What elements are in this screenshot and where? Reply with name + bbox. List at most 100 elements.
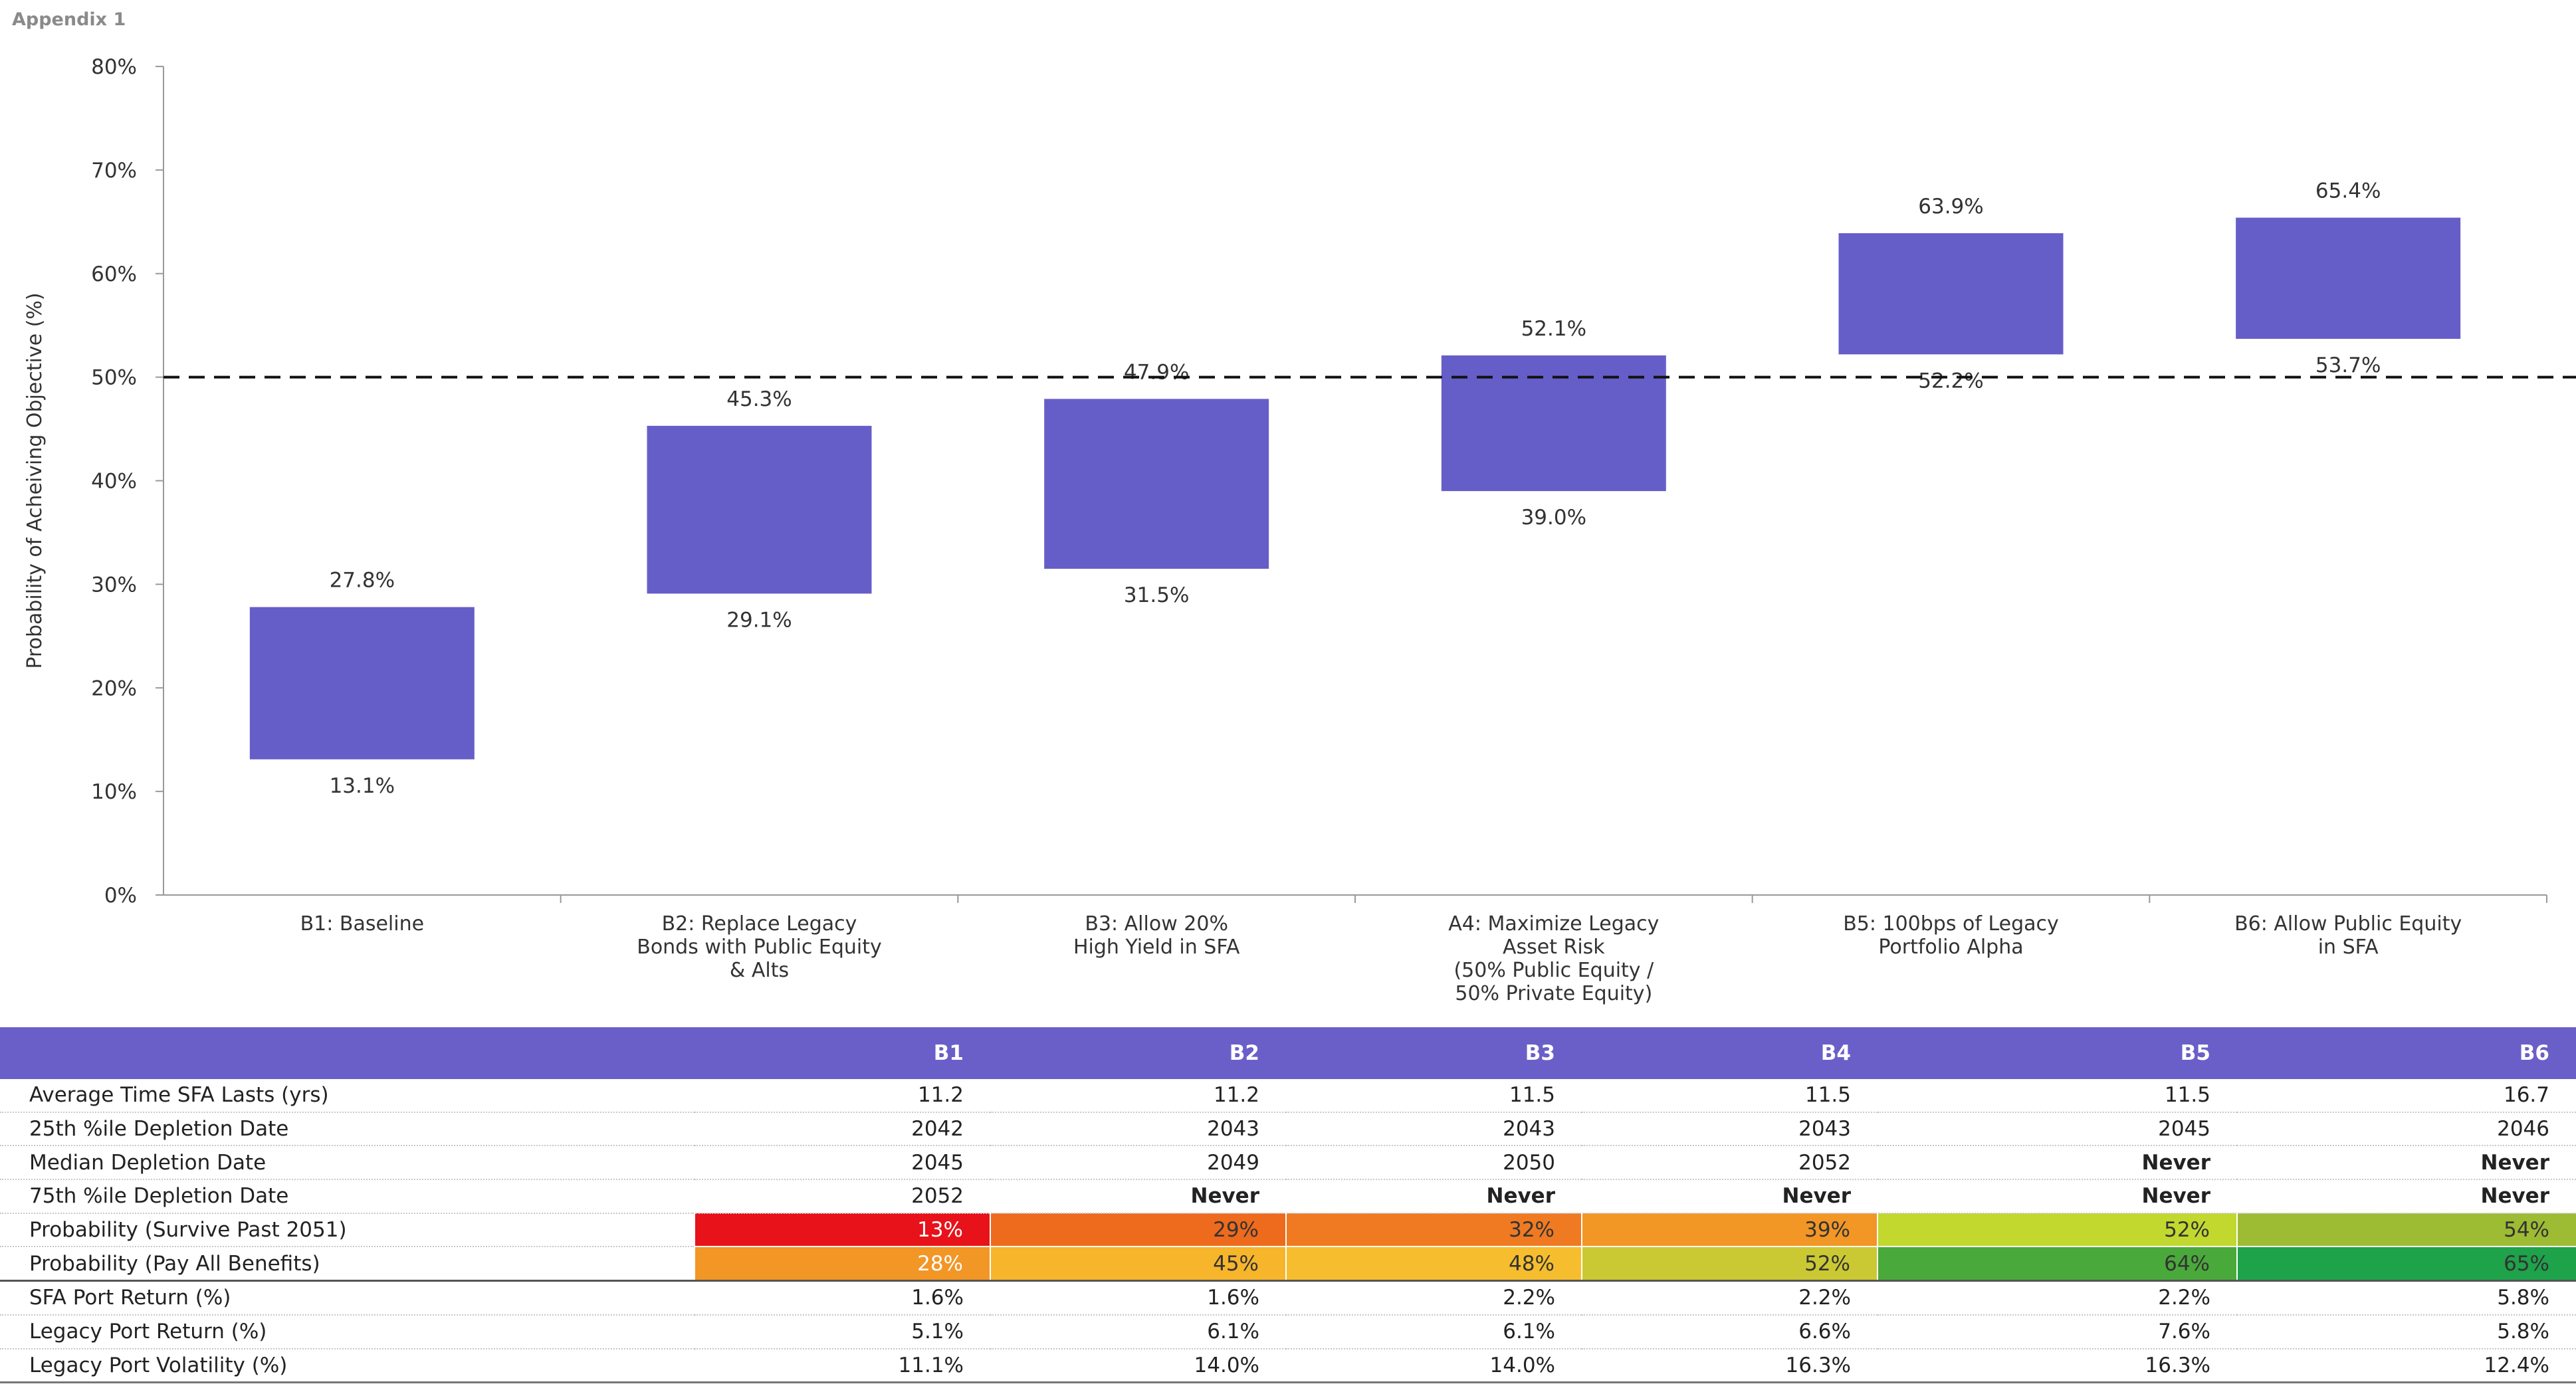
- row-label: Legacy Port Volatility (%): [0, 1348, 695, 1384]
- table-cell: 1.6%: [990, 1280, 1286, 1316]
- bar-low-label: 31.5%: [1124, 583, 1189, 607]
- table-cell: 11.2: [695, 1079, 990, 1113]
- table-cell: 6.1%: [1286, 1314, 1582, 1349]
- row-label: SFA Port Return (%): [0, 1280, 695, 1316]
- table-cell: 11.1%: [695, 1348, 990, 1384]
- table-cell: 11.2: [990, 1079, 1286, 1113]
- table-cell: 2.2%: [1582, 1280, 1878, 1316]
- table-cell: 52%: [1581, 1246, 1878, 1282]
- appendix-label: Appendix 1: [12, 9, 126, 30]
- bar: [249, 607, 475, 759]
- bar-low-label: 52.2%: [1918, 369, 1983, 393]
- row-label: Probability (Pay All Benefits): [0, 1246, 695, 1282]
- column-header: B4: [1582, 1027, 1878, 1079]
- table-cell: 2049: [990, 1146, 1286, 1181]
- bar: [2236, 217, 2461, 339]
- table-cell: 64%: [1877, 1246, 2237, 1282]
- table-row: Probability (Survive Past 2051) 13% 29% 32%…: [0, 1213, 2576, 1248]
- bar-high-label: 63.9%: [1918, 195, 1983, 219]
- column-header: B5: [1878, 1027, 2237, 1079]
- table-cell: 2.2%: [1286, 1280, 1582, 1316]
- x-category-label: B5: 100bps of Legacy Portfolio Alpha: [1843, 912, 2059, 959]
- table-cell: 2046: [2237, 1112, 2576, 1147]
- table-cell: 45%: [990, 1246, 1286, 1282]
- bar-high-label: 45.3%: [726, 387, 792, 411]
- table-cell: 28%: [694, 1246, 990, 1282]
- table-cell: 29%: [990, 1213, 1286, 1248]
- table-cell: 2043: [990, 1112, 1286, 1147]
- table-cell: Never: [1286, 1179, 1582, 1214]
- table-cell: 2045: [695, 1146, 990, 1181]
- table-cell: 2045: [1878, 1112, 2237, 1147]
- table-cell: 5.1%: [695, 1314, 990, 1349]
- y-tick-label: 30%: [91, 573, 137, 597]
- table-cell: Never: [1878, 1146, 2237, 1181]
- probability-chart: 0% 10% 20% 30% 40% 50% 60% 70% 80% Probability of…: [23, 55, 2576, 1005]
- table-row: Legacy Port Volatility (%) 11.1% 14.0% 14.0…: [0, 1348, 2576, 1384]
- table-cell: 1.6%: [695, 1280, 990, 1316]
- table-cell: 7.6%: [1878, 1314, 2237, 1349]
- bar: [1044, 399, 1269, 569]
- y-tick-label: 70%: [91, 159, 137, 183]
- row-label: Average Time SFA Lasts (yrs): [0, 1079, 695, 1113]
- table-cell: 2052: [1582, 1146, 1878, 1181]
- x-category-label: B2: Replace Legacy Bonds with Public Equi…: [637, 912, 882, 982]
- table-cell: 13%: [694, 1213, 990, 1248]
- column-header: B1: [695, 1027, 990, 1079]
- bar-high-label: 27.8%: [330, 569, 395, 593]
- table-cell: 14.0%: [990, 1348, 1286, 1384]
- column-header: B2: [990, 1027, 1286, 1079]
- table-row: 75th %ile Depletion Date 2052 Never Never Ne…: [0, 1179, 2576, 1214]
- table-cell: 32%: [1285, 1213, 1582, 1248]
- table-row: Median Depletion Date 2045 2049 2050 2052 Nev…: [0, 1146, 2576, 1181]
- table-cell: Never: [990, 1179, 1286, 1214]
- table-row: SFA Port Return (%) 1.6% 1.6% 2.2% 2.2% 2.2% 5…: [0, 1280, 2576, 1316]
- table-cell: 2043: [1582, 1112, 1878, 1147]
- y-axis-title: Probability of Acheiving Objective (%): [23, 292, 47, 668]
- table-row: Legacy Port Return (%) 5.1% 6.1% 6.1% 6.6% 7.…: [0, 1314, 2576, 1349]
- y-tick-label: 0%: [104, 884, 137, 908]
- bar-low-label: 53.7%: [2315, 353, 2381, 377]
- y-tick-label: 40%: [91, 470, 137, 494]
- table-cell: Never: [2237, 1179, 2576, 1214]
- bar-high-label: 65.4%: [2315, 179, 2381, 203]
- table-cell: 11.5: [1582, 1079, 1878, 1113]
- table-cell: 5.8%: [2237, 1280, 2576, 1316]
- table-cell: 2052: [695, 1179, 990, 1214]
- bar-low-label: 29.1%: [726, 608, 792, 632]
- table-cell: Never: [1582, 1179, 1878, 1214]
- table-header-row: B1 B2 B3 B4 B5 B6: [0, 1027, 2576, 1079]
- table-cell: 54%: [2236, 1213, 2576, 1248]
- column-header: B3: [1286, 1027, 1582, 1079]
- table-cell: 11.5: [1286, 1079, 1582, 1113]
- table-cell: 2042: [695, 1112, 990, 1147]
- row-label: 75th %ile Depletion Date: [0, 1179, 695, 1214]
- table-row: Average Time SFA Lasts (yrs) 11.2 11.2 11.5…: [0, 1079, 2576, 1113]
- table-cell: 2.2%: [1878, 1280, 2237, 1316]
- table-row: Probability (Pay All Benefits) 28% 45% 48% 5…: [0, 1246, 2576, 1282]
- column-header: B6: [2237, 1027, 2576, 1079]
- table-cell: 39%: [1581, 1213, 1878, 1248]
- table-cell: 16.3%: [1878, 1348, 2237, 1384]
- table-cell: 2043: [1286, 1112, 1582, 1147]
- table-row: 25th %ile Depletion Date 2042 2043 2043 2043…: [0, 1112, 2576, 1147]
- table-cell: 6.1%: [990, 1314, 1286, 1349]
- y-tick-label: 50%: [91, 366, 137, 390]
- x-category-label: A4: Maximize Legacy Asset Risk (50% Public…: [1448, 912, 1659, 1005]
- bar-high-label: 47.9%: [1124, 360, 1189, 384]
- y-tick-label: 10%: [91, 780, 137, 804]
- bar-low-label: 13.1%: [330, 774, 395, 798]
- scenario-table: B1 B2 B3 B4 B5 B6 Average Time SFA Lasts (yrs…: [0, 1027, 2576, 1384]
- bar-low-label: 39.0%: [1521, 506, 1586, 530]
- y-tick-label: 20%: [91, 676, 137, 700]
- table-cell: Never: [1878, 1179, 2237, 1214]
- table-cell: 48%: [1285, 1246, 1582, 1282]
- table-cell: Never: [2237, 1146, 2576, 1181]
- bar: [1838, 233, 2064, 355]
- table-cell: 52%: [1877, 1213, 2237, 1248]
- bar: [647, 425, 872, 594]
- row-label: Legacy Port Return (%): [0, 1314, 695, 1349]
- table-cell: 65%: [2236, 1246, 2576, 1282]
- row-label: Median Depletion Date: [0, 1146, 695, 1181]
- table-cell: 16.3%: [1582, 1348, 1878, 1384]
